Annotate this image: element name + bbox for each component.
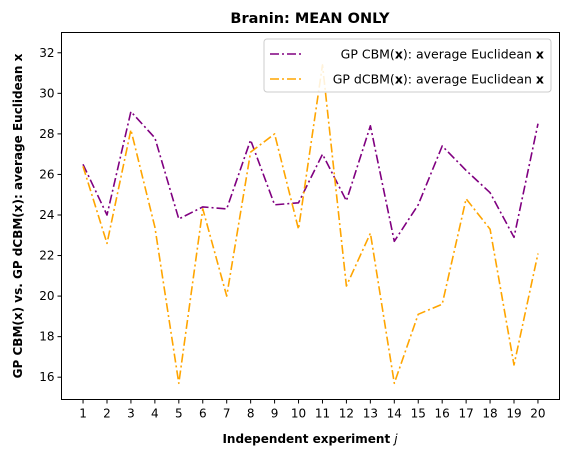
y-tick-label: 28 [39,127,54,141]
y-axis: 16 18 20 22 24 26 28 30 32 [39,46,62,384]
series-line-gp-dcbm [82,64,539,385]
x-tick-label: 14 [387,407,402,421]
legend-frame [263,38,552,93]
x-tick-label: 20 [530,407,545,421]
y-tick-label: 20 [39,289,54,303]
legend: GP CBM(x): average Euclidean x GP dCBM(x)… [263,38,552,93]
x-tick-label: 12 [339,407,354,421]
legend-label-gp-dcbm: GP dCBM(x): average Euclidean x [333,72,544,87]
y-tick-label: 22 [39,249,54,263]
x-tick-label: 2 [103,407,111,421]
x-tick-label: 15 [411,407,426,421]
y-tick-label: 26 [39,167,54,181]
x-tick-label: 17 [458,407,473,421]
legend-label-gp-cbm: GP CBM(x): average Euclidean x [341,47,544,62]
x-tick-label: 9 [271,407,279,421]
x-tick-label: 6 [199,407,207,421]
series-layer [82,64,539,385]
x-tick-label: 3 [127,407,135,421]
x-tick-label: 8 [247,407,255,421]
x-tick-label: 18 [482,407,497,421]
x-tick-label: 11 [315,407,330,421]
y-tick-label: 16 [39,370,54,384]
plot-frame [61,32,560,400]
x-tick-label: 16 [435,407,450,421]
y-tick-label: 18 [39,330,54,344]
x-tick-label: 10 [291,407,306,421]
x-tick-label: 4 [151,407,159,421]
y-axis-title: GP CBM(x) vs. GP dCBM(x): average Euclid… [11,53,25,378]
y-tick-label: 32 [39,46,54,60]
series-line-gp-cbm [82,110,539,243]
y-tick-label: 30 [39,86,54,100]
x-tick-label: 5 [175,407,183,421]
x-axis: 1 2 3 4 5 6 7 8 9 10 11 12 13 14 15 16 17 18 19 20 [79,399,546,421]
x-tick-label: 7 [223,407,231,421]
x-axis-title: Independent experiment j [222,432,398,446]
chart-title: Branin: MEAN ONLY [230,11,390,27]
x-tick-label: 13 [363,407,378,421]
y-tick-label: 24 [39,208,54,222]
x-tick-label: 19 [506,407,521,421]
x-tick-label: 1 [79,407,87,421]
